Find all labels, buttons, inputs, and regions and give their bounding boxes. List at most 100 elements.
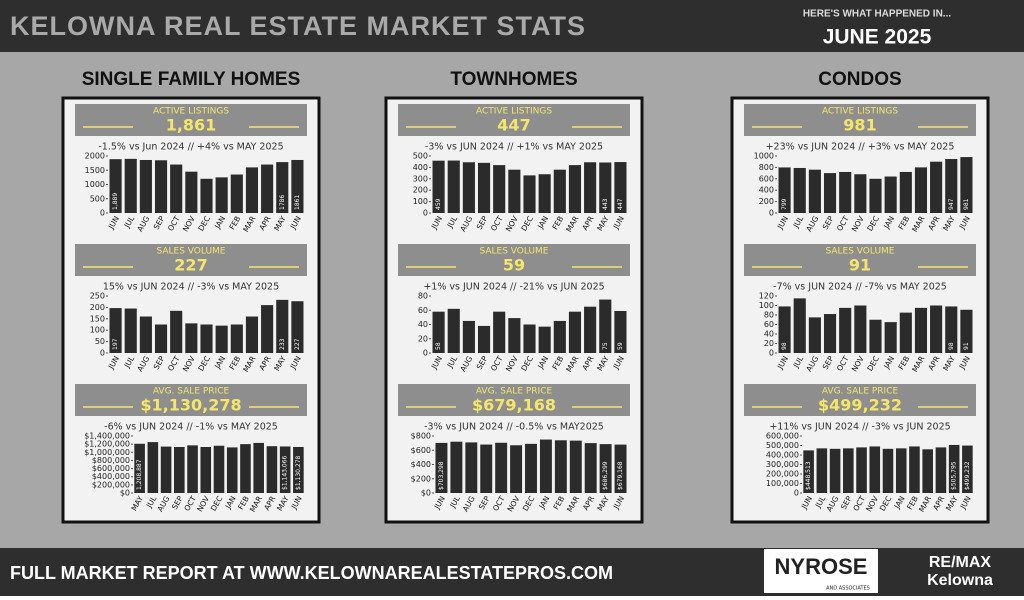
y-tick-label: 100,000 [766, 479, 799, 488]
value-label: $1,130,278 [295, 455, 302, 490]
value-label: 981 [963, 198, 970, 210]
bar [109, 159, 122, 213]
bar [869, 446, 881, 493]
bar [778, 306, 791, 353]
metric-change: +11% vs JUN 2024 // -3% vs JUN 2025 [769, 422, 950, 433]
kicker: HERE'S WHAT HAPPENED IN... [803, 9, 952, 20]
y-tick-label: 400,000 [766, 451, 799, 460]
value-label: 1786 [279, 195, 286, 210]
value-label: 59 [617, 342, 624, 350]
value-label: $448,513 [805, 461, 812, 490]
value-label: $686,299 [602, 461, 609, 490]
y-tick-label: 100 [413, 197, 428, 206]
metric-box [75, 244, 307, 276]
bar [584, 162, 597, 213]
y-tick-label: 400 [759, 186, 774, 195]
bar [935, 447, 947, 493]
bar [435, 442, 448, 493]
value-label: $499,232 [964, 461, 971, 490]
bar [584, 443, 597, 493]
bar [869, 319, 882, 353]
bar [200, 324, 213, 353]
metric-label: AVG. SALE PRICE [153, 387, 230, 397]
bar [930, 305, 943, 353]
brand-box [764, 549, 878, 593]
bar [477, 162, 491, 213]
metric-value: $499,232 [818, 396, 902, 415]
bar [922, 449, 933, 493]
metric-box [744, 384, 976, 416]
bar [170, 164, 183, 213]
bar [465, 442, 478, 493]
bar [960, 157, 973, 213]
bar [839, 307, 852, 353]
value-label: 91 [963, 342, 970, 350]
y-tick-label: 200 [413, 186, 428, 195]
y-tick-label: 1000 [85, 180, 105, 189]
metric-change: -3% vs JUN 2024 // +1% vs MAY 2025 [425, 142, 603, 153]
y-tick-label: $1,200,000 [84, 440, 130, 449]
bar [154, 324, 168, 353]
y-tick-label: $400 [411, 460, 431, 469]
bar [279, 446, 291, 493]
y-tick-label: 40 [764, 330, 774, 339]
metric-box [744, 244, 976, 276]
bar [599, 299, 612, 353]
section-title: TOWNHOMES [450, 69, 577, 90]
y-tick-label: 500 [90, 194, 105, 203]
value-label: 443 [602, 198, 609, 210]
y-tick-label: 40 [418, 320, 428, 329]
y-tick-label: $0 [120, 489, 130, 498]
metric-change: -1.5% vs Jun 2024 // +4% vs MAY 2025 [98, 142, 283, 153]
y-tick-label: $200 [411, 474, 431, 483]
bar [124, 308, 137, 353]
value-label: 1,889 [112, 193, 119, 210]
bar [884, 322, 897, 353]
bar [945, 159, 958, 213]
y-tick-label: $600 [411, 446, 431, 455]
metric-label: ACTIVE LISTINGS [822, 107, 898, 117]
bar [568, 311, 582, 353]
y-tick-label: 1500 [85, 166, 105, 175]
bar [553, 320, 566, 353]
bar [948, 444, 960, 493]
y-tick-label: $400,000 [92, 472, 130, 481]
y-tick-label: $800 [411, 432, 431, 441]
bar [432, 311, 445, 353]
y-tick-label: 600 [759, 174, 774, 183]
y-tick-label: 800 [759, 163, 774, 172]
y-tick-label: 120 [759, 292, 774, 301]
bar [945, 306, 958, 353]
bar [480, 444, 493, 493]
bar [538, 174, 551, 213]
bar [525, 443, 537, 493]
metric-box [398, 244, 630, 276]
bar [914, 307, 928, 353]
y-tick-label: 20 [418, 334, 428, 343]
metric-label: SALES VOLUME [480, 247, 549, 257]
bar [462, 162, 475, 213]
bar [930, 161, 943, 213]
bar [276, 299, 289, 353]
y-tick-label: $1,000,000 [84, 448, 130, 457]
y-tick-label: 200,000 [766, 470, 799, 479]
bar [854, 305, 867, 353]
bar [187, 445, 198, 493]
y-tick-label: 100 [90, 326, 105, 335]
y-tick-label: 50 [95, 337, 105, 346]
period: JUNE 2025 [823, 26, 932, 49]
bar [960, 309, 973, 353]
metric-value: 91 [849, 256, 871, 275]
bar [523, 324, 536, 353]
y-tick-label: 500 [413, 152, 428, 161]
y-tick-label: $800,000 [92, 456, 130, 465]
y-tick-label: 0 [794, 489, 799, 498]
bar [291, 159, 304, 213]
bar [124, 158, 137, 213]
brand: NYROSE [775, 554, 868, 579]
bar [226, 447, 238, 493]
section-title: SINGLE FAMILY HOMES [82, 69, 301, 90]
bar [253, 442, 264, 493]
value-label: 197 [112, 338, 119, 350]
